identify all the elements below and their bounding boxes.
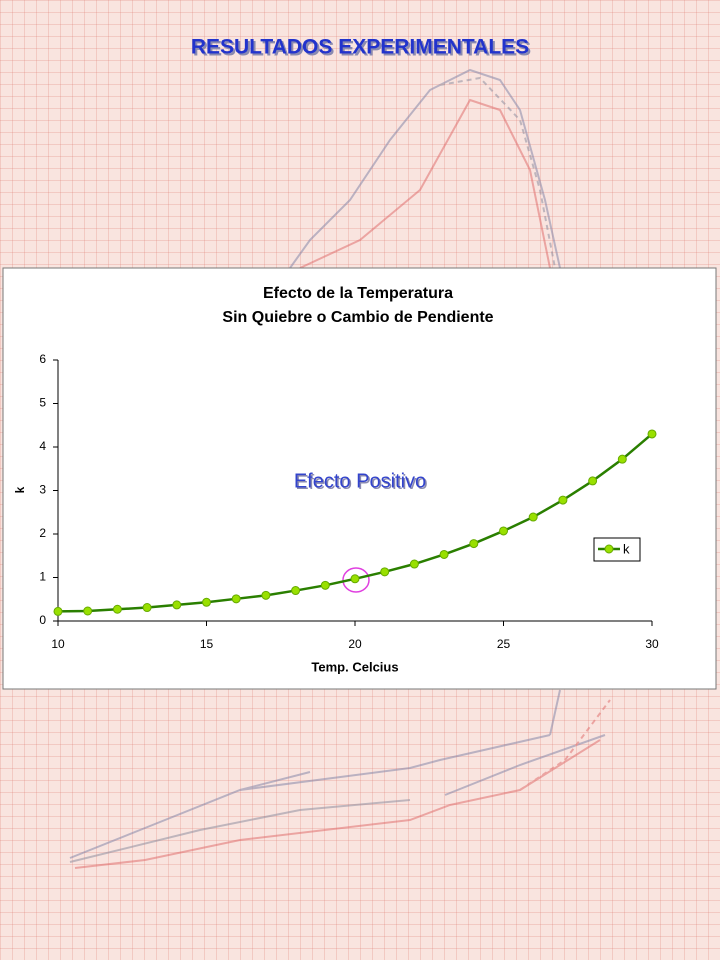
data-point	[647, 429, 657, 439]
slide-title-shadow: RESULTADOS EXPERIMENTALES	[193, 38, 531, 61]
y-tick-label: 0	[39, 613, 46, 627]
data-point	[231, 594, 241, 604]
y-tick-label: 6	[39, 352, 46, 366]
annotation-shadow: Efecto Positivo	[295, 472, 427, 494]
data-point	[469, 539, 479, 549]
x-tick-label: 10	[51, 637, 65, 651]
background-sketch	[69, 68, 611, 869]
data-point	[499, 526, 508, 536]
data-point	[558, 495, 568, 505]
data-point	[320, 580, 330, 590]
data-point	[261, 590, 271, 600]
x-tick-label: 30	[645, 637, 659, 651]
y-tick-label: 2	[39, 526, 46, 540]
data-point	[83, 606, 93, 616]
data-point	[291, 586, 301, 596]
y-tick-label: 3	[39, 483, 46, 497]
chart-subtitle: Sin Quiebre o Cambio de Pendiente	[222, 309, 493, 326]
legend-marker	[604, 544, 614, 554]
data-point	[112, 604, 122, 614]
data-point	[202, 597, 211, 607]
data-point	[350, 574, 360, 584]
data-point	[617, 454, 627, 464]
data-point	[439, 549, 449, 559]
annotation: Efecto Positivo	[294, 470, 426, 492]
y-tick-label: 5	[39, 396, 46, 410]
data-point	[53, 606, 63, 616]
y-tick-label: 4	[39, 439, 46, 453]
data-point	[172, 600, 182, 610]
data-point	[588, 476, 598, 486]
data-point	[380, 567, 390, 577]
data-point	[142, 603, 152, 613]
slide-title: RESULTADOS EXPERIMENTALES	[191, 36, 529, 59]
x-axis-label: Temp. Celcius	[311, 659, 398, 674]
highlight-circle	[342, 567, 370, 593]
data-point	[409, 559, 419, 569]
x-tick-label: 20	[348, 637, 362, 651]
y-tick-label: 1	[39, 570, 46, 584]
y-axis-label: k	[13, 486, 27, 493]
x-tick-label: 15	[200, 637, 214, 651]
data-point	[528, 512, 538, 522]
x-tick-label: 25	[497, 637, 511, 651]
chart-title: Efecto de la Temperatura	[263, 285, 453, 302]
legend-label: k	[623, 541, 630, 556]
